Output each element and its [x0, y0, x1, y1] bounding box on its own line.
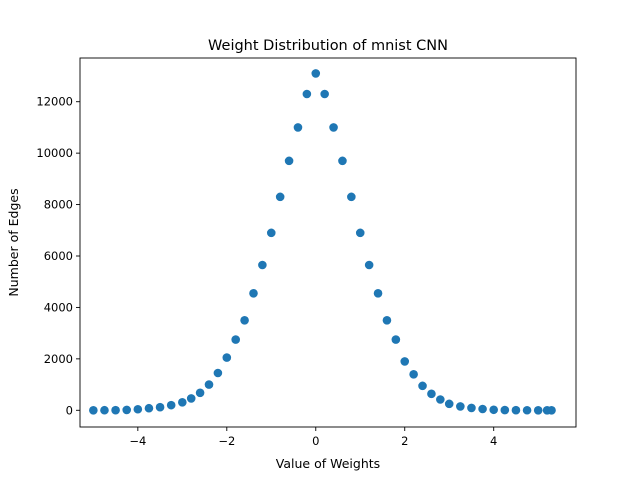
- y-tick-label: 12000: [36, 95, 73, 109]
- data-point: [213, 368, 223, 378]
- data-point: [522, 405, 532, 415]
- data-point: [456, 402, 465, 411]
- data-point: [444, 399, 454, 409]
- x-tick-label: −2: [218, 434, 235, 448]
- y-tick-label: 8000: [44, 198, 73, 212]
- data-point: [166, 400, 176, 410]
- data-point: [258, 260, 267, 270]
- x-axis-ticks: −4 −2 0 2 4: [129, 427, 497, 448]
- data-point: [266, 228, 276, 238]
- data-point: [144, 403, 154, 413]
- data-point: [347, 192, 356, 202]
- y-axis-label: Number of Edges: [6, 188, 21, 296]
- data-point: [478, 404, 487, 414]
- data-point: [373, 288, 383, 298]
- y-tick-label: 10000: [36, 146, 73, 160]
- data-point: [382, 315, 392, 325]
- data-point: [100, 405, 109, 415]
- y-tick-label: 4000: [44, 300, 73, 314]
- y-tick-label: 2000: [44, 352, 73, 366]
- data-point: [355, 228, 365, 238]
- data-point: [364, 260, 374, 270]
- data-point: [231, 335, 240, 344]
- data-point: [338, 156, 347, 166]
- data-point: [302, 89, 312, 99]
- data-point: [122, 405, 132, 415]
- y-axis-ticks: 0 2000 4000 6000 8000 10000 12000: [36, 95, 80, 417]
- x-tick-label: 4: [490, 434, 497, 448]
- data-point: [249, 288, 258, 298]
- data-point: [240, 315, 249, 325]
- data-point: [329, 123, 338, 132]
- data-point: [418, 381, 427, 391]
- data-point: [547, 405, 556, 415]
- data-point: [293, 123, 303, 132]
- y-tick-label: 0: [66, 403, 73, 417]
- data-point: [311, 69, 321, 78]
- data-point: [133, 404, 143, 414]
- x-tick-label: 2: [401, 434, 408, 448]
- data-point: [275, 192, 285, 202]
- data-point: [400, 357, 410, 366]
- data-point: [111, 405, 120, 415]
- plot-area-frame: [79, 57, 577, 428]
- chart-title: Weight Distribution of mnist CNN: [208, 38, 448, 54]
- data-point: [155, 402, 165, 412]
- data-point: [222, 353, 232, 362]
- data-point: [204, 380, 214, 389]
- data-point: [284, 156, 294, 166]
- data-point: [436, 395, 445, 404]
- data-point: [427, 389, 436, 399]
- data-point: [489, 405, 499, 415]
- x-tick-label: 0: [312, 434, 319, 448]
- data-point: [186, 394, 196, 403]
- y-tick-label: 6000: [44, 249, 73, 263]
- data-point: [178, 398, 187, 407]
- data-point: [89, 405, 98, 415]
- x-tick-label: −4: [129, 434, 146, 448]
- data-point: [409, 369, 418, 379]
- data-point: [467, 403, 476, 413]
- data-point: [533, 405, 543, 415]
- data-points: [89, 69, 556, 415]
- data-point: [391, 335, 401, 344]
- data-point: [320, 89, 329, 99]
- data-point: [511, 405, 521, 415]
- data-point: [195, 388, 205, 398]
- x-axis-label: Value of Weights: [276, 456, 380, 471]
- data-point: [500, 405, 510, 415]
